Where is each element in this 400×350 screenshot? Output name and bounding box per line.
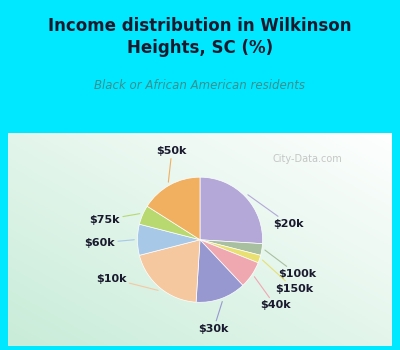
Text: $30k: $30k	[198, 302, 229, 334]
Text: $40k: $40k	[254, 277, 290, 310]
Text: $20k: $20k	[248, 195, 304, 229]
Text: Black or African American residents: Black or African American residents	[94, 79, 306, 92]
Wedge shape	[139, 206, 200, 240]
Text: $10k: $10k	[96, 274, 158, 290]
Wedge shape	[147, 177, 200, 240]
Text: City-Data.com: City-Data.com	[273, 154, 342, 163]
Text: $150k: $150k	[262, 260, 313, 294]
Text: $60k: $60k	[84, 238, 134, 248]
Wedge shape	[196, 240, 243, 302]
Wedge shape	[200, 240, 262, 255]
Wedge shape	[139, 240, 200, 302]
Wedge shape	[200, 240, 258, 285]
Text: Income distribution in Wilkinson
Heights, SC (%): Income distribution in Wilkinson Heights…	[48, 17, 352, 57]
Wedge shape	[138, 224, 200, 255]
Text: $100k: $100k	[265, 250, 316, 279]
Text: $50k: $50k	[157, 146, 187, 182]
Wedge shape	[200, 177, 262, 244]
Text: $75k: $75k	[90, 214, 140, 225]
Wedge shape	[200, 240, 261, 263]
